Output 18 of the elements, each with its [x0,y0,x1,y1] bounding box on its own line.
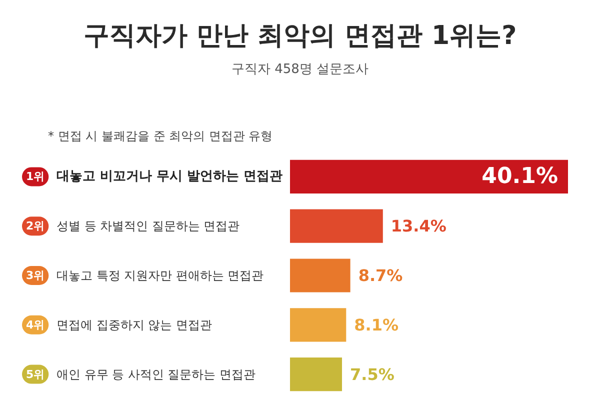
y-tick-label: 2위 성별 등 차별적인 질문하는 면접관 [26,219,240,234]
y-tick-label: 1위 대놓고 비꼬거나 무시 발언하는 면접관 [26,169,283,184]
data-label: 13.4% [390,216,446,236]
data-label: 40.1% [482,164,558,190]
chart-subtitle: 구직자 458명 설문조사 [231,62,369,77]
y-tick-label: 4위 면접에 집중하지 않는 면접관 [26,318,212,332]
data-label: 7.5% [350,364,394,384]
bar [290,209,383,243]
y-tick-label: 3위 대놓고 특정 지원자만 편애하는 면접관 [26,268,264,282]
text: * 면접 시 불쾌감을 준 최악의 면접관 유형 [48,129,273,143]
data-label: 8.7% [358,266,403,285]
data-label: 8.1% [354,315,399,334]
bar [290,358,342,392]
y-tick-label: 5위 애인 유무 등 사적인 질문하는 면접관 [26,367,256,382]
bar [290,308,346,342]
bar [290,160,568,194]
chart-title: 구직자가 만난 최악의 면접관 1위는? [83,21,517,51]
bar [290,258,350,292]
